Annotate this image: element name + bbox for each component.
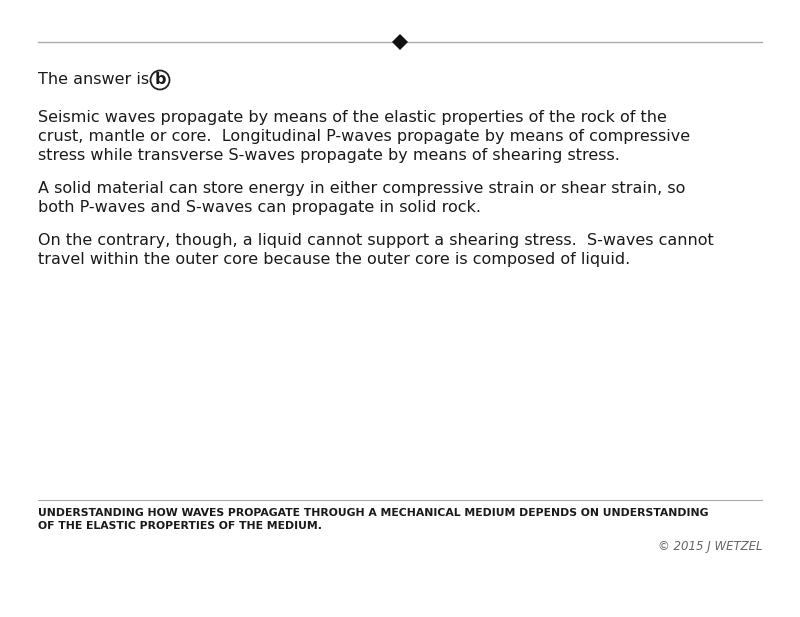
Text: OF THE ELASTIC PROPERTIES OF THE MEDIUM.: OF THE ELASTIC PROPERTIES OF THE MEDIUM. [38,521,322,531]
Text: The answer is: The answer is [38,72,154,87]
Text: A solid material can store energy in either compressive strain or shear strain, : A solid material can store energy in eit… [38,181,686,196]
Text: © 2015 J WETZEL: © 2015 J WETZEL [658,540,762,553]
Text: b: b [154,73,166,88]
Text: crust, mantle or core.  Longitudinal P-waves propagate by means of compressive: crust, mantle or core. Longitudinal P-wa… [38,129,690,144]
Text: On the contrary, though, a liquid cannot support a shearing stress.  S-waves can: On the contrary, though, a liquid cannot… [38,233,714,248]
Text: both P-waves and S-waves can propagate in solid rock.: both P-waves and S-waves can propagate i… [38,200,481,215]
Text: stress while transverse S-waves propagate by means of shearing stress.: stress while transverse S-waves propagat… [38,148,620,163]
Text: travel within the outer core because the outer core is composed of liquid.: travel within the outer core because the… [38,252,630,267]
Text: UNDERSTANDING HOW WAVES PROPAGATE THROUGH A MECHANICAL MEDIUM DEPENDS ON UNDERST: UNDERSTANDING HOW WAVES PROPAGATE THROUG… [38,508,709,518]
Text: Seismic waves propagate by means of the elastic properties of the rock of the: Seismic waves propagate by means of the … [38,110,667,125]
